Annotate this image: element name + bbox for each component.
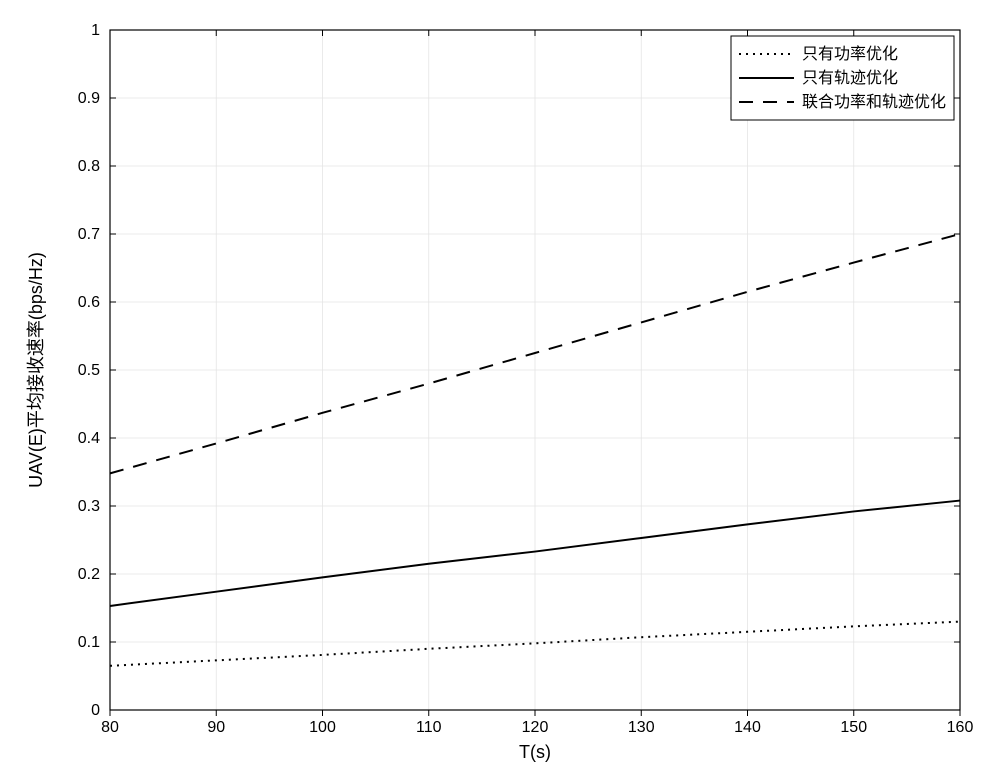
x-tick-label: 160 [947,719,974,736]
x-tick-label: 140 [734,719,761,736]
legend-label: 只有轨迹优化 [802,69,898,87]
x-tick-label: 130 [628,719,655,736]
x-tick-label: 150 [840,719,867,736]
y-tick-label: 0.3 [78,498,100,515]
chart-svg: 80 90 100 110 120 130 140 150 160 0 0.1 0.2 0.3 0.4 0.… [0,0,1000,778]
x-tick-label: 110 [416,719,442,736]
y-tick-label: 0.8 [78,158,100,175]
line-chart: 80 90 100 110 120 130 140 150 160 0 0.1 0.2 0.3 0.4 0.… [0,0,1000,778]
y-tick-label: 0.4 [78,430,100,447]
x-tick-label: 100 [309,719,336,736]
x-tick-label: 120 [522,719,549,736]
x-tick-label: 80 [101,719,119,736]
y-tick-label: 0.5 [78,362,100,379]
y-tick-label: 0.7 [78,226,100,243]
legend-label: 只有功率优化 [802,45,898,63]
x-axis-label: T(s) [519,742,551,762]
y-tick-label: 0.6 [78,294,100,311]
x-tick-label: 90 [207,719,225,736]
legend-label: 联合功率和轨迹优化 [802,93,946,111]
y-axis-label: UAV(E)平均接收速率(bps/Hz) [26,252,46,488]
y-tick-label: 0.1 [78,634,100,651]
y-tick-label: 1 [91,22,100,39]
y-tick-label: 0 [91,702,100,719]
y-tick-label: 0.2 [78,566,100,583]
y-tick-label: 0.9 [78,90,100,107]
